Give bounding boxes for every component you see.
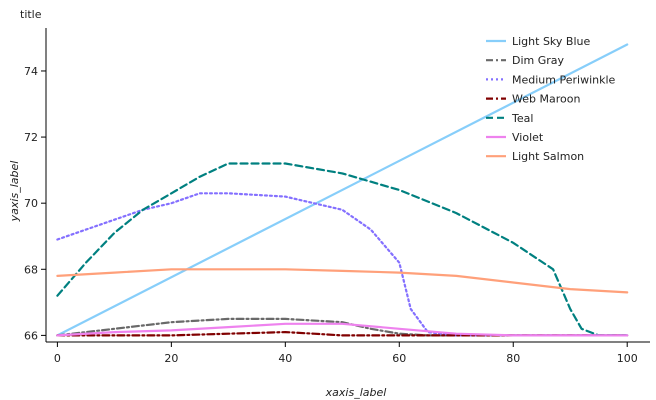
legend: Light Sky Blue Dim Gray Medium Periwinkle W… [486, 35, 616, 163]
legend-item: Medium Periwinkle [486, 73, 616, 86]
legend-item: Dim Gray [486, 54, 565, 67]
series-line-light-sky-blue [56, 43, 629, 337]
y-tick-label: 68 [24, 263, 38, 276]
x-tick-label: 20 [164, 352, 178, 365]
series-line-light-salmon [56, 268, 629, 294]
y-tick-label: 70 [24, 197, 38, 210]
legend-item: Teal [486, 112, 533, 125]
plot-series [56, 43, 629, 337]
x-tick-label: 60 [392, 352, 406, 365]
series-line-dim-gray [56, 317, 629, 337]
series-line-web-maroon [56, 331, 629, 337]
x-tick-label: 80 [506, 352, 520, 365]
x-tick-label: 0 [54, 352, 61, 365]
x-axis: 0 20 40 60 80 100 [46, 341, 650, 365]
legend-label: Medium Periwinkle [512, 73, 616, 86]
legend-label: Light Sky Blue [512, 35, 590, 48]
legend-item: Light Sky Blue [486, 35, 590, 48]
series-line-teal [56, 162, 629, 337]
x-axis-title: xaxis_label [325, 386, 387, 399]
y-tick-label: 66 [24, 329, 38, 342]
y-axis: 66 68 70 72 74 [24, 28, 47, 342]
legend-item: Violet [486, 131, 544, 144]
legend-label: Teal [511, 112, 533, 125]
y-tick-label: 72 [24, 131, 38, 144]
y-axis-title: yaxis_label [8, 161, 21, 223]
legend-label: Web Maroon [512, 93, 580, 106]
x-tick-label: 40 [278, 352, 292, 365]
series-line-medium-periwinkle [56, 192, 629, 337]
legend-label: Light Salmon [512, 150, 584, 163]
y-tick-label: 74 [24, 65, 38, 78]
x-tick-label: 100 [617, 352, 638, 365]
legend-item: Web Maroon [486, 93, 580, 106]
series-line-violet [56, 322, 629, 337]
legend-label: Violet [512, 131, 544, 144]
legend-label: Dim Gray [512, 54, 565, 67]
legend-item: Light Salmon [486, 150, 584, 163]
chart-title: title [20, 8, 42, 21]
